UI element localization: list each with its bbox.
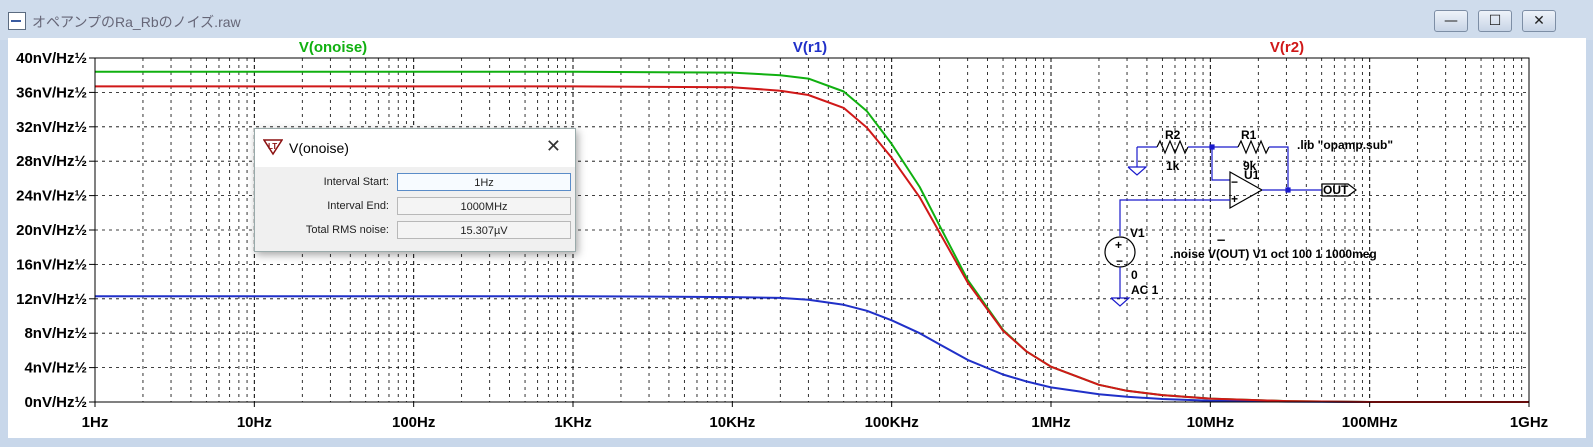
dialog-header: LT V(onoise) ✕ xyxy=(255,129,575,167)
svg-text:LT: LT xyxy=(268,142,277,151)
x-tick-label: 100MHz xyxy=(1342,414,1398,431)
y-tick-label: 36nV/Hz½ xyxy=(16,84,87,101)
y-axis: 40nV/Hz½ 36nV/Hz½ 32nV/Hz½ 28nV/Hz½ 24nV/Hz½… xyxy=(16,50,95,411)
dialog-title: V(onoise) xyxy=(289,140,349,156)
r2-value: 1k xyxy=(1166,159,1180,173)
trace-vr2[interactable] xyxy=(95,85,1529,403)
y-tick-label: 8nV/Hz½ xyxy=(24,325,87,342)
cursor-dialog[interactable]: LT V(onoise) ✕ Interval Start: 1Hz Inter… xyxy=(254,128,576,252)
ltspice-icon: LT xyxy=(263,139,283,156)
interval-end-row: Interval End: 1000MHz xyxy=(255,197,575,217)
trace-label-vr1[interactable]: V(r1) xyxy=(793,39,827,56)
x-tick-label: 10Hz xyxy=(237,414,272,431)
v1-dc: 0 xyxy=(1131,268,1138,282)
resistor-r2-icon xyxy=(1156,139,1189,155)
interval-end-label: Interval End: xyxy=(327,200,389,212)
schematic xyxy=(1104,139,1357,307)
plot-grid xyxy=(95,58,1529,402)
interval-start-label: Interval Start: xyxy=(323,176,389,188)
y-tick-label: 24nV/Hz½ xyxy=(16,188,87,205)
interval-end-field[interactable]: 1000MHz xyxy=(397,197,571,215)
waveform-app-icon xyxy=(8,12,26,30)
plot-pane[interactable]: 40nV/Hz½ 36nV/Hz½ 32nV/Hz½ 28nV/Hz½ 24nV/Hz½… xyxy=(8,38,1586,438)
window-title: オペアンプのRa_Rbのノイズ.raw xyxy=(32,14,241,30)
wire xyxy=(1211,147,1230,181)
y-tick-label: 4nV/Hz½ xyxy=(24,360,87,377)
trace-labels: V(onoise) V(r1) V(r2) xyxy=(299,39,1304,56)
close-button[interactable]: ✕ xyxy=(1522,10,1556,32)
source-minus-sign: − xyxy=(1116,254,1123,268)
lib-directive: .lib "opamp.sub" xyxy=(1297,138,1393,152)
y-tick-label: 28nV/Hz½ xyxy=(16,153,87,170)
x-tick-label: 1Hz xyxy=(82,414,109,431)
resistor-r1-icon xyxy=(1237,139,1270,155)
y-tick-label: 20nV/Hz½ xyxy=(16,222,87,239)
opamp-u1-icon xyxy=(1229,170,1264,210)
window-titlebar: オペアンプのRa_Rbのノイズ.raw — ☐ ✕ xyxy=(0,0,1593,40)
dialog-close-icon[interactable]: ✕ xyxy=(545,136,561,157)
trace-label-vr2[interactable]: V(r2) xyxy=(1270,39,1304,56)
y-tick-label: 40nV/Hz½ xyxy=(16,50,87,67)
ground-icon xyxy=(1127,166,1148,176)
x-tick-label: 10KHz xyxy=(709,414,755,431)
total-rms-field: 15.307µV xyxy=(397,221,571,239)
x-tick-label: 100Hz xyxy=(392,414,435,431)
interval-start-field[interactable]: 1Hz xyxy=(397,173,571,191)
x-tick-label: 1GHz xyxy=(1510,414,1548,431)
total-rms-label: Total RMS noise: xyxy=(305,224,389,236)
r1-value: 9k xyxy=(1243,159,1257,173)
wire xyxy=(1269,146,1289,190)
total-rms-row: Total RMS noise: 15.307µV xyxy=(255,221,575,241)
noise-directive: .noise V(OUT) V1 oct 100 1 1000meg xyxy=(1170,247,1377,261)
y-tick-label: 32nV/Hz½ xyxy=(16,119,87,136)
x-tick-label: 1KHz xyxy=(554,414,592,431)
opamp-minus-mark: − xyxy=(1216,233,1226,247)
source-plus-sign: + xyxy=(1115,238,1122,252)
x-tick-label: 1MHz xyxy=(1031,414,1070,431)
x-tick-label: 10MHz xyxy=(1187,414,1235,431)
maximize-button[interactable]: ☐ xyxy=(1478,10,1512,32)
trace-label-vonoise[interactable]: V(onoise) xyxy=(299,39,367,56)
noise-plot[interactable]: 40nV/Hz½ 36nV/Hz½ 32nV/Hz½ 28nV/Hz½ 24nV/Hz½… xyxy=(8,38,1586,438)
out-label: OUT xyxy=(1323,183,1349,197)
u1-name: U1 xyxy=(1244,168,1260,182)
out-port-icon xyxy=(1321,183,1357,197)
x-tick-label: 100KHz xyxy=(865,414,919,431)
ground-icon xyxy=(1110,297,1131,307)
r1-name: R1 xyxy=(1241,128,1257,142)
v1-ac: AC 1 xyxy=(1131,283,1159,297)
r2-name: R2 xyxy=(1165,128,1181,142)
y-tick-label: 16nV/Hz½ xyxy=(16,256,87,273)
y-tick-label: 12nV/Hz½ xyxy=(16,291,87,308)
plot-traces xyxy=(95,70,1529,403)
trace-vr1[interactable] xyxy=(95,295,1529,403)
wire xyxy=(1119,199,1230,236)
junction xyxy=(1285,187,1291,193)
x-axis: 1Hz 10Hz 100Hz 1KHz 10KHz 100KHz 1MHz 10MHz 100M… xyxy=(82,402,1548,431)
opamp-minus-sign: − xyxy=(1231,175,1238,189)
interval-start-row: Interval Start: 1Hz xyxy=(255,173,575,193)
y-tick-label: 0nV/Hz½ xyxy=(24,394,87,411)
minimize-button[interactable]: — xyxy=(1434,10,1468,32)
v1-name: V1 xyxy=(1130,226,1145,240)
opamp-plus-sign: + xyxy=(1231,192,1238,206)
